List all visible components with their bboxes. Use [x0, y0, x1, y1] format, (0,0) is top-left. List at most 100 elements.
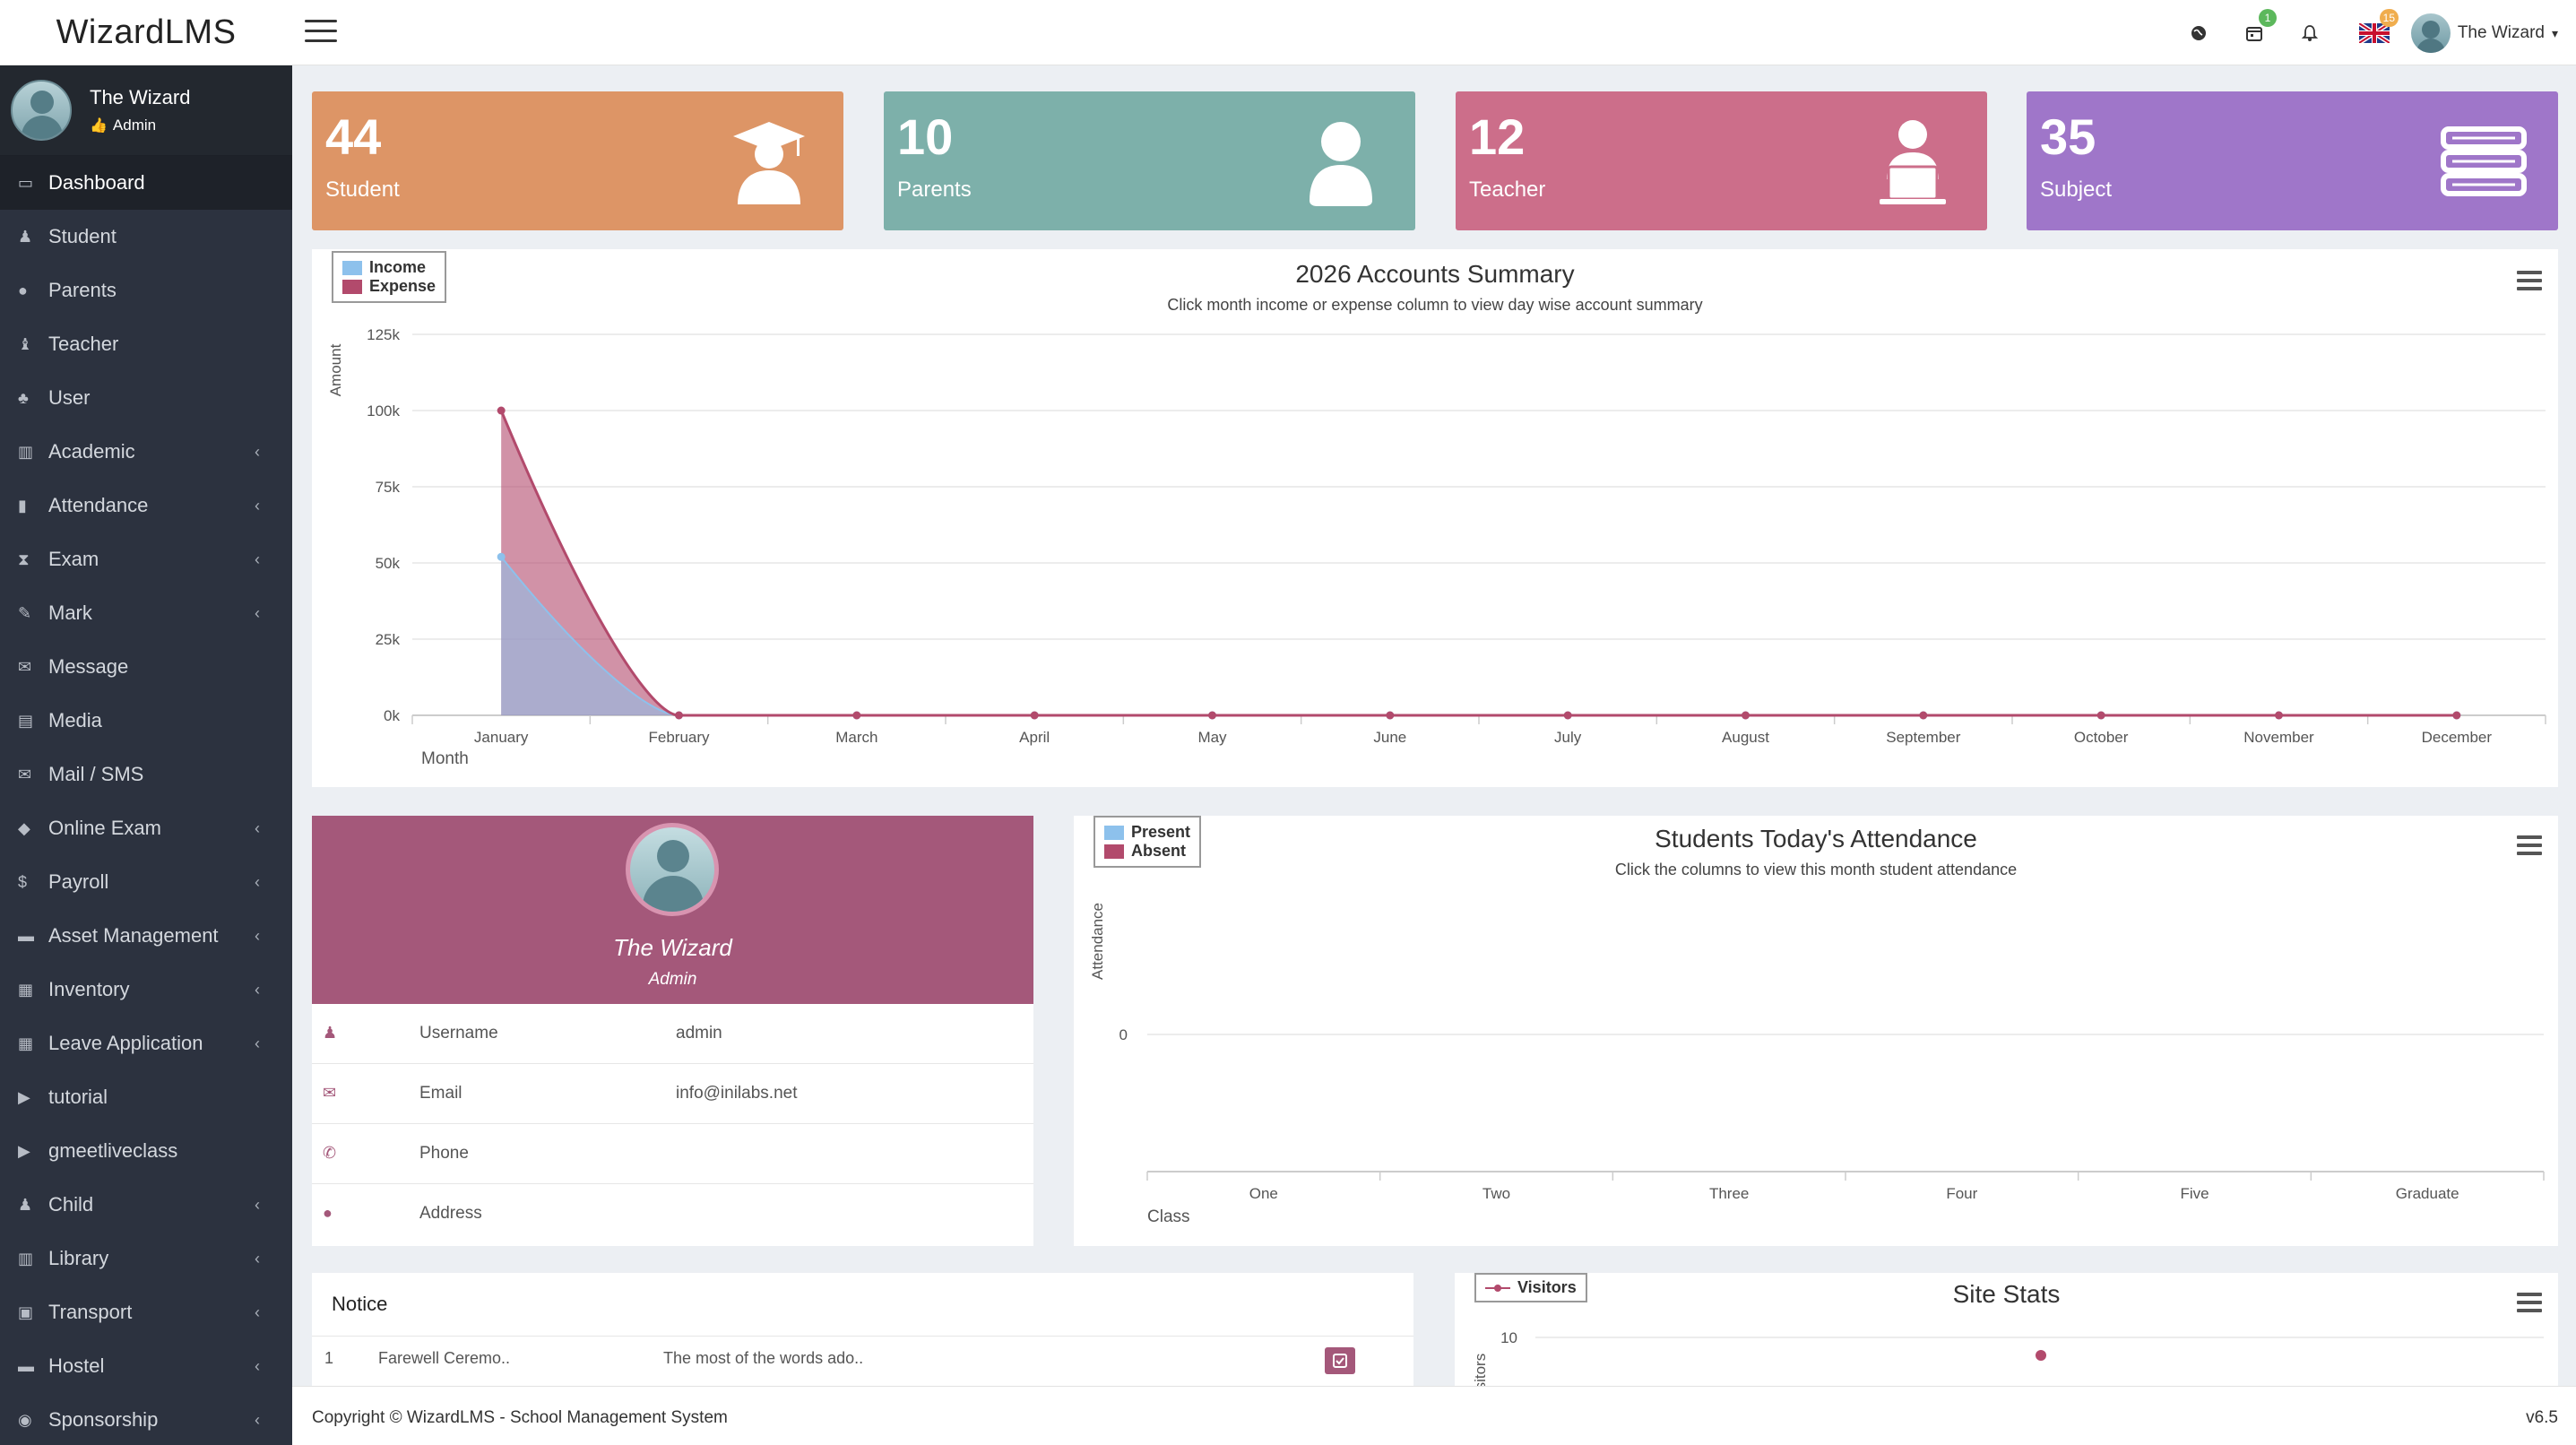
calendar-icon[interactable]: 1	[2241, 9, 2277, 47]
y-tick-label: 10	[1500, 1329, 1517, 1346]
view-notice-button[interactable]	[1325, 1347, 1355, 1374]
globe-icon[interactable]	[2185, 20, 2212, 47]
sidebar-item-label: Sponsorship	[48, 1408, 159, 1431]
area-income	[501, 557, 2457, 715]
sidebar-item-exam[interactable]: ⧗ Exam ‹	[0, 532, 292, 586]
stat-value: 35	[2040, 108, 2096, 165]
point-expense	[2452, 711, 2461, 720]
sidebar-item-hostel[interactable]: ▬ Hostel ‹	[0, 1339, 292, 1393]
sidebar-item-parents[interactable]: ● Parents	[0, 264, 292, 317]
stat-label: Student	[325, 177, 400, 202]
sidebar-item-label: Student	[48, 225, 117, 247]
chart-menu-icon[interactable]	[2517, 271, 2542, 290]
stat-box-parents[interactable]: 10 Parents	[884, 91, 1415, 230]
sidebar-item-student[interactable]: ♟ Student	[0, 210, 292, 264]
line-expense	[499, 410, 2457, 717]
chart-menu-icon[interactable]	[2517, 835, 2542, 855]
x-tick-label: June	[1373, 729, 1406, 746]
accounts-chart-title: 2026 Accounts Summary	[1295, 260, 1575, 288]
footer: Copyright © WizardLMS - School Managemen…	[292, 1386, 2576, 1445]
point-expense	[2096, 711, 2105, 720]
sidebar-item-label: Attendance	[48, 494, 149, 516]
sidebar-item-asset-management[interactable]: ▬ Asset Management ‹	[0, 909, 292, 963]
sidebar-user-panel: The Wizard 👍 Admin	[0, 65, 292, 156]
stat-label: Parents	[897, 177, 972, 202]
student-icon: ♟	[18, 227, 33, 246]
x-tick-label: September	[1886, 729, 1960, 746]
brand-logo[interactable]: WizardLMS	[56, 13, 237, 51]
edit-icon: ✎	[18, 603, 32, 622]
sidebar-item-label: Leave Application	[48, 1032, 203, 1054]
video-icon: ▶	[18, 1087, 30, 1106]
calendar-badge: 1	[2259, 9, 2277, 27]
laptop-icon: ▭	[18, 173, 34, 192]
academic-icon: ▥	[18, 442, 34, 461]
video-icon: ▶	[18, 1141, 30, 1160]
legend-item-visitors[interactable]: Visitors	[1485, 1278, 1577, 1297]
sidebar-item-online-exam[interactable]: ◆ Online Exam ‹	[0, 801, 292, 855]
legend-item-present[interactable]: Present	[1104, 823, 1190, 842]
top-header: WizardLMS 1 15 The Wizard ▾	[0, 0, 2576, 65]
sidebar-item-tutorial[interactable]: ▶ tutorial	[0, 1070, 292, 1124]
sidebar-item-label: Hostel	[48, 1354, 105, 1377]
avatar	[2410, 13, 2451, 53]
sidebar-item-transport[interactable]: ▣ Transport ‹	[0, 1285, 292, 1339]
sidebar-item-media[interactable]: ▤ Media	[0, 694, 292, 748]
x-tick-label: Five	[2180, 1185, 2209, 1202]
sidebar-item-dashboard[interactable]: ▭ Dashboard	[0, 156, 292, 210]
user-menu[interactable]: The Wizard ▾	[2410, 13, 2558, 54]
library-icon: ▥	[18, 1249, 34, 1268]
x-tick-label: March	[835, 729, 877, 746]
language-flag-icon[interactable]: 15	[2359, 9, 2399, 47]
sidebar-item-user[interactable]: ♣ User	[0, 371, 292, 425]
stat-box-student[interactable]: 44 Student	[312, 91, 843, 230]
sidebar-item-label: User	[48, 386, 91, 409]
sidebar-item-sponsorship[interactable]: ◉ Sponsorship ‹	[0, 1393, 292, 1445]
stat-box-teacher[interactable]: 12 Teacher	[1456, 91, 1987, 230]
point-expense	[675, 711, 683, 720]
x-tick-label: One	[1249, 1185, 1278, 1202]
sidebar-item-mail-sms[interactable]: ✉ Mail / SMS	[0, 748, 292, 801]
point-income	[497, 552, 506, 561]
sidebar-item-academic[interactable]: ▥ Academic ‹	[0, 425, 292, 479]
sidebar-toggle-button[interactable]	[305, 20, 337, 45]
clipboard-icon: ▮	[18, 496, 27, 515]
sidebar-item-label: Teacher	[48, 333, 119, 355]
accounts-summary-panel: 2026 Accounts Summary Click month income…	[312, 249, 2558, 787]
x-tick-label: August	[1722, 729, 1769, 746]
hourglass-icon: ⧗	[18, 549, 30, 568]
sidebar-item-payroll[interactable]: $ Payroll ‹	[0, 855, 292, 909]
sidebar-item-attendance[interactable]: ▮ Attendance ‹	[0, 479, 292, 532]
chevron-left-icon: ‹	[255, 496, 260, 515]
sidebar-item-teacher[interactable]: ♝ Teacher	[0, 317, 292, 371]
globe-icon: ◉	[18, 1410, 32, 1429]
chevron-left-icon: ‹	[255, 1410, 260, 1429]
sidebar-item-leave-application[interactable]: ▦ Leave Application ‹	[0, 1017, 292, 1070]
stat-label: Subject	[2040, 177, 2113, 202]
sidebar-item-library[interactable]: ▥ Library ‹	[0, 1232, 292, 1285]
sidebar-item-message[interactable]: ✉ Message	[0, 640, 292, 694]
profile-row-phone: ✆ Phone	[312, 1124, 1033, 1184]
point-expense	[1386, 711, 1395, 720]
accounts-chart-subtitle: Click month income or expense column to …	[1167, 296, 1703, 314]
sidebar-item-child[interactable]: ♟ Child ‹	[0, 1178, 292, 1232]
table-row[interactable]: 1 Farewell Ceremo.. The most of the word…	[312, 1336, 1413, 1380]
chevron-left-icon: ‹	[255, 442, 260, 461]
legend-item-expense[interactable]: Expense	[342, 277, 436, 296]
legend-item-income[interactable]: Income	[342, 258, 436, 277]
sidebar-avatar	[11, 80, 72, 141]
sidebar-item-mark[interactable]: ✎ Mark ‹	[0, 586, 292, 640]
legend-item-absent[interactable]: Absent	[1104, 842, 1190, 861]
calendar-grid-icon: ▦	[18, 1034, 34, 1052]
globe-icon: ●	[323, 1204, 333, 1222]
site-stats-legend: Visitors	[1474, 1273, 1587, 1302]
sidebar-item-gmeetliveclass[interactable]: ▶ gmeetliveclass	[0, 1124, 292, 1178]
phone-icon: ✆	[323, 1144, 337, 1162]
sidebar-item-inventory[interactable]: ▦ Inventory ‹	[0, 963, 292, 1017]
y-tick-label: 0	[1119, 1026, 1128, 1043]
chart-menu-icon[interactable]	[2517, 1293, 2542, 1312]
envelope-icon: ✉	[18, 657, 32, 676]
stat-box-subject[interactable]: 35 Subject	[2027, 91, 2558, 230]
sidebar-item-label: Message	[48, 655, 129, 678]
bell-icon[interactable]	[2296, 20, 2323, 47]
